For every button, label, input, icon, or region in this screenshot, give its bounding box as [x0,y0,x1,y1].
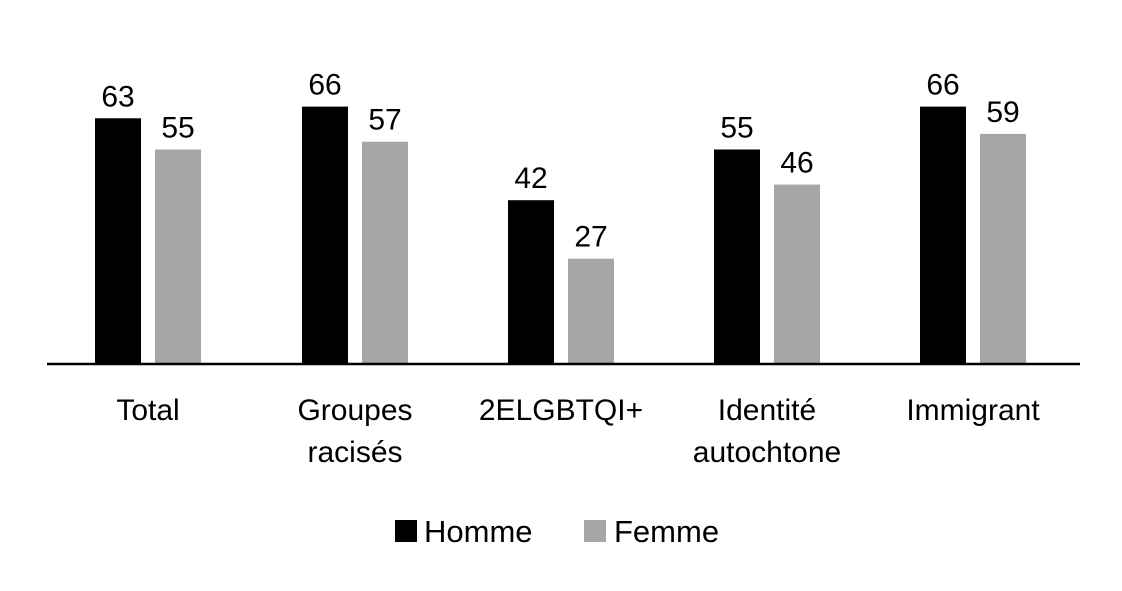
category-label-0: Total [116,394,179,427]
bar-homme-1 [302,106,348,364]
value-label-homme-2: 42 [514,162,547,195]
value-label-homme-3: 55 [720,112,753,145]
bar-femme-1 [362,141,408,364]
value-label-homme-4: 66 [926,69,959,102]
value-label-homme-0: 63 [101,80,134,113]
category-label-4: Immigrant [906,394,1040,427]
value-label-homme-1: 66 [308,69,341,102]
bars-layer [95,106,1026,364]
bar-homme-0 [95,118,141,364]
legend-swatch-homme [395,520,417,542]
value-label-femme-1: 57 [368,104,401,137]
value-label-femme-2: 27 [574,221,607,254]
legend-swatch-femme [584,520,606,542]
value-label-femme-0: 55 [161,112,194,145]
bar-femme-3 [774,184,820,364]
category-label-3: Identité autochtone [693,394,841,469]
legend: Homme Femme [395,514,719,549]
bar-femme-2 [568,258,614,364]
legend-label-femme: Femme [614,514,719,549]
category-labels-layer: Total Groupes racisés 2ELGBTQI+ Identité auto… [116,394,1040,469]
category-label-2: 2ELGBTQI+ [479,394,643,427]
bar-femme-0 [155,149,201,364]
legend-label-homme: Homme [424,514,533,549]
bar-homme-3 [714,149,760,364]
bar-homme-2 [508,200,554,364]
value-labels-layer: 63 66 42 55 66 55 57 27 46 59 [101,69,1019,254]
category-label-1: Groupes racisés [297,394,412,469]
bar-femme-4 [980,133,1026,364]
value-label-femme-4: 59 [986,96,1019,129]
value-label-femme-3: 46 [780,147,813,180]
bar-homme-4 [920,106,966,364]
